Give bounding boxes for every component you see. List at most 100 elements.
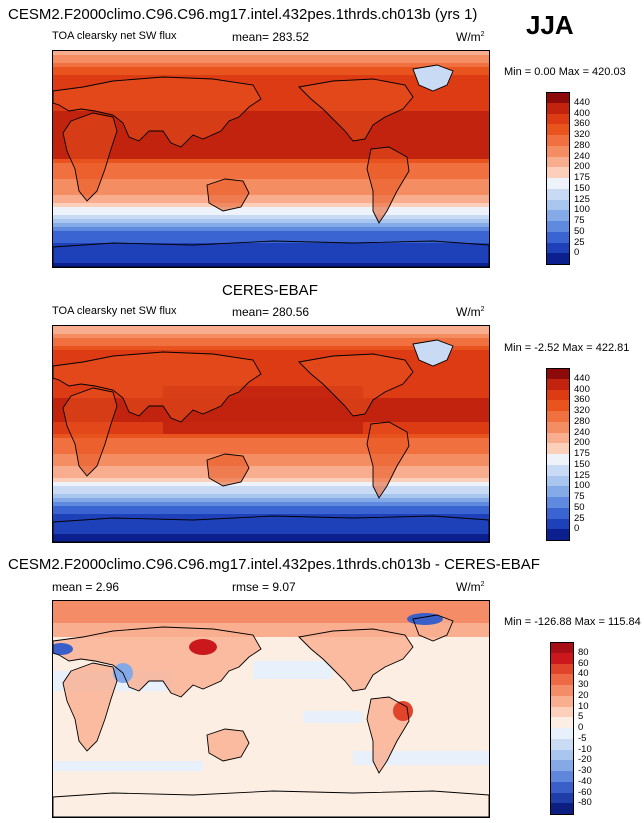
colorbar-label: 60 — [578, 657, 589, 669]
flux-band — [53, 179, 489, 184]
coastline — [53, 240, 489, 267]
colorbar-label: -5 — [578, 732, 587, 744]
flux-band — [53, 474, 489, 479]
coastline — [62, 662, 118, 752]
greenland-region — [413, 65, 453, 91]
flux-band — [53, 175, 489, 180]
flux-band — [53, 91, 489, 96]
flux-band — [53, 446, 489, 451]
flux-band — [53, 235, 489, 240]
coastline — [53, 626, 262, 698]
colorbar-label: 0 — [574, 247, 580, 259]
land-region — [53, 352, 261, 422]
colorbar-swatch — [550, 717, 574, 729]
colorbar-swatch — [550, 706, 574, 718]
colorbar-label: 125 — [574, 193, 590, 205]
flux-band — [53, 255, 489, 260]
flux-band — [53, 207, 489, 212]
flux-band — [53, 538, 489, 542]
colorbar-label: 100 — [574, 204, 590, 216]
flux-band — [53, 326, 489, 331]
flux-band — [53, 171, 489, 176]
panel1-map-svg — [53, 51, 489, 267]
colorbar-label: 175 — [574, 448, 590, 459]
colorbar-swatch — [550, 771, 574, 783]
flux-band — [53, 354, 489, 359]
anomaly-patch — [253, 661, 333, 679]
colorbar-swatch — [546, 92, 570, 104]
flux-band — [53, 358, 489, 363]
land-region — [367, 147, 409, 223]
coastline — [206, 178, 250, 212]
colorbar-swatch — [546, 518, 570, 530]
colorbar-label: 360 — [574, 118, 590, 130]
colorbar-label: 150 — [574, 182, 590, 194]
flux-band — [53, 534, 489, 539]
panel2-map — [52, 325, 490, 543]
colorbar-swatch — [546, 497, 570, 509]
land-region — [63, 113, 117, 201]
colorbar-swatch — [546, 475, 570, 487]
colorbar-label: 80 — [578, 646, 589, 658]
flux-band — [53, 470, 489, 475]
land-region — [367, 422, 409, 498]
panel3-rmse: rmse = 9.07 — [232, 580, 296, 594]
flux-band — [53, 350, 489, 355]
colorbar-label: 400 — [574, 383, 590, 395]
colorbar-label: 30 — [578, 679, 589, 690]
colorbar-swatch — [546, 199, 570, 211]
anomaly-patch — [303, 711, 363, 723]
anomaly-hotspot — [189, 639, 217, 655]
coastline — [62, 112, 118, 202]
colorbar-swatch — [550, 760, 574, 772]
coastline — [298, 353, 414, 417]
anomaly-band — [53, 601, 489, 623]
land-region — [207, 179, 249, 211]
flux-band — [53, 378, 489, 383]
flux-band — [53, 211, 489, 216]
flux-band — [53, 71, 489, 76]
flux-band — [53, 506, 489, 511]
colorbar-swatch — [550, 738, 574, 750]
flux-band — [53, 163, 489, 168]
flux-band — [53, 95, 489, 100]
colorbar-swatch — [550, 749, 574, 761]
flux-band — [53, 263, 489, 267]
land-region — [299, 79, 413, 141]
colorbar-swatch — [550, 652, 574, 664]
flux-band — [53, 247, 489, 252]
colorbar-label: -80 — [578, 797, 592, 809]
flux-band — [53, 203, 489, 208]
colorbar-label: 25 — [574, 512, 585, 524]
flux-band — [53, 107, 489, 112]
colorbar-swatch — [546, 464, 570, 476]
season-label: JJA — [526, 10, 574, 40]
panel1-variable: TOA clearsky net SW flux — [52, 30, 177, 42]
flux-band — [53, 466, 489, 471]
colorbar-label: -10 — [578, 743, 592, 755]
flux-band — [53, 438, 489, 443]
flux-band — [53, 187, 489, 192]
colorbar-swatch — [546, 178, 570, 190]
land-anomaly — [207, 729, 249, 761]
panel2-colorbar: 440 400 360 320 280 240 200 175 150 125 100 75 50 25 0 — [546, 368, 626, 541]
coastline — [206, 453, 250, 487]
flux-band — [53, 87, 489, 92]
colorbar-swatch — [546, 368, 570, 380]
colorbar-label: 200 — [574, 437, 590, 449]
colorbar-label: 440 — [574, 96, 590, 108]
flux-band — [53, 259, 489, 264]
colorbar-swatch — [546, 242, 570, 254]
colorbar-label: 50 — [574, 225, 585, 237]
flux-band — [53, 522, 489, 527]
flux-band — [53, 330, 489, 335]
flux-band — [53, 442, 489, 447]
flux-band — [53, 55, 489, 60]
colorbar-label: 200 — [574, 161, 590, 173]
flux-band — [53, 219, 489, 224]
flux-band — [53, 215, 489, 220]
colorbar-label: 280 — [574, 139, 590, 151]
coastline — [298, 628, 414, 692]
coastline — [206, 728, 250, 762]
colorbar-label: -40 — [578, 775, 592, 787]
